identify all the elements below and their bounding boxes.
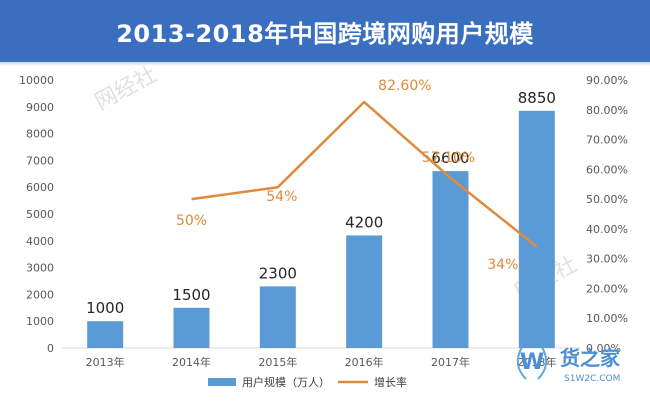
watermark-brand: 网经社 [91,62,161,115]
growth-rate-label: 54% [266,189,297,205]
chart-title: 2013-2018年中国跨境网购用户规模 [116,19,534,48]
bar-value-label: 1500 [172,286,210,304]
bar-2016年 [346,235,383,348]
growth-rate-label: 50% [176,213,207,229]
y-left-tick-label: 0 [47,342,54,355]
y-left-tick-label: 2000 [26,288,54,301]
logo-name: 货之家 [560,346,621,370]
y-left-tick-label: 10000 [19,74,54,87]
x-tick-label: 2013年 [86,355,125,369]
legend-swatch-bar [208,378,236,386]
y-left-tick-label: 7000 [26,154,54,167]
x-tick-label: 2015年 [258,355,297,369]
bar-2013年 [87,321,124,348]
y-right-tick-label: 90.00% [586,74,628,87]
y-right-tick-label: 70.00% [586,134,628,147]
y-right-tick-label: 20.00% [586,282,628,295]
y-left-tick-label: 8000 [26,128,54,141]
legend-label-line: 增长率 [374,375,407,389]
logo-w-icon: W [520,350,544,375]
growth-rate-line [191,100,538,248]
y-left-tick-label: 1000 [26,315,54,328]
laurel-icon [516,346,548,380]
growth-rate-label: 57.10% [422,150,475,166]
bar-2018年 [518,110,555,348]
bar-value-label: 2300 [259,264,297,282]
title-divider [0,62,650,66]
bar-value-label: 1000 [86,299,124,317]
bar-2014年 [173,307,210,348]
y-left-tick-label: 4000 [26,235,54,248]
logo-graphic: W 货之家 S1W2C.COM [516,346,621,384]
y-left-tick-label: 5000 [26,208,54,221]
y-right-tick-label: 30.00% [586,253,628,266]
growth-rate-label: 34% [487,257,518,273]
y-left-tick-label: 6000 [26,181,54,194]
x-tick-label: 2014年 [172,355,211,369]
x-tick-label: 2017年 [431,355,470,369]
legend-label-bar: 用户规模（万人） [242,375,330,389]
y-right-tick-label: 10.00% [586,312,628,325]
y-right-tick-label: 80.00% [586,104,628,117]
logo-badge: W 货之家 S1W2C.COM [508,335,644,393]
title-bar: 2013-2018年中国跨境网购用户规模 [0,0,650,62]
x-tick-label: 2016年 [345,355,384,369]
bar-value-label: 8850 [518,89,556,107]
bar-2017年 [432,171,469,348]
growth-rate-label: 82.60% [378,78,431,94]
y-left-tick-label: 3000 [26,262,54,275]
bar-value-label: 4200 [345,213,383,231]
y-right-tick-label: 0.00% [586,342,621,355]
y-right-tick-label: 50.00% [586,193,628,206]
y-left-tick-label: 9000 [26,101,54,114]
bar-value-label: 6600 [431,149,469,167]
y-right-tick-label: 40.00% [586,223,628,236]
logo-sub: S1W2C.COM [564,374,620,384]
y-right-tick-label: 60.00% [586,163,628,176]
bar-2015年 [259,286,296,348]
